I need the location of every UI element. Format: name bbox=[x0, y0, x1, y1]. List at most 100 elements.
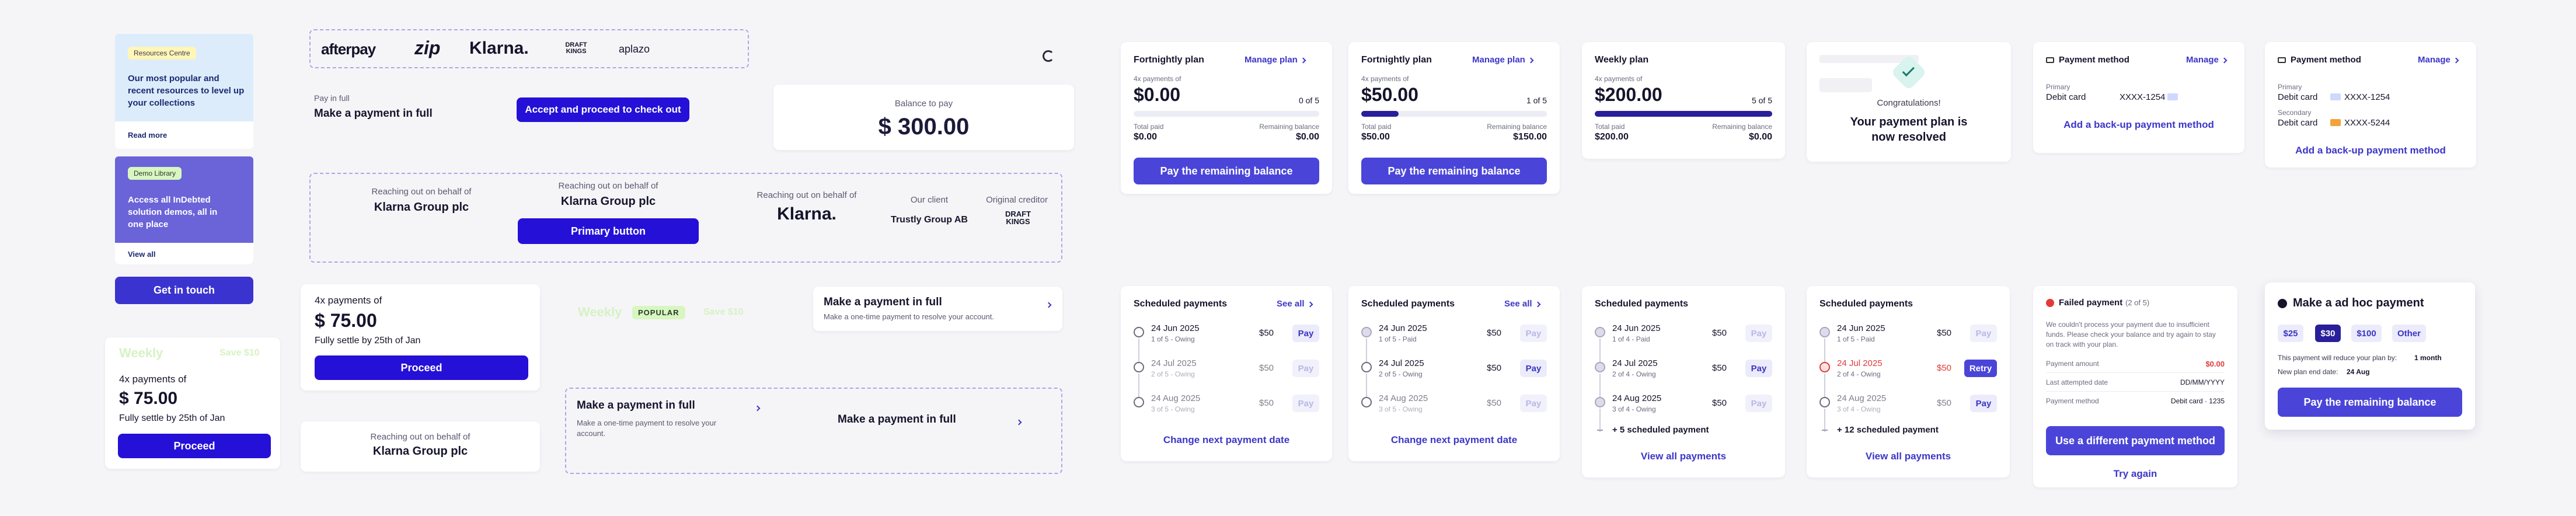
payment-amount: $50 bbox=[1937, 398, 1952, 408]
amount-option-25[interactable]: $25 bbox=[2278, 325, 2303, 342]
pay-button[interactable]: Pay bbox=[1970, 395, 1997, 412]
full-payment-dashed-group: Make a payment in full Make a one-time p… bbox=[565, 388, 1062, 474]
try-again-link[interactable]: Try again bbox=[2113, 468, 2157, 479]
payment-sub: 2 of 5 - Owing bbox=[1379, 370, 1423, 378]
see-all-link[interactable]: See all bbox=[1504, 299, 1540, 309]
failed-count: (2 of 5) bbox=[2125, 298, 2150, 307]
status-circle-icon bbox=[1819, 362, 1830, 372]
manage-link[interactable]: Manage bbox=[2186, 55, 2228, 65]
pay-button[interactable]: Pay bbox=[1520, 325, 1547, 342]
demo-library-card[interactable]: Demo Library Access all InDebted solutio… bbox=[115, 156, 253, 264]
status-circle-icon bbox=[1134, 397, 1144, 407]
pay-remaining-button[interactable]: Pay the remaining balance bbox=[1134, 158, 1319, 184]
plan-amount: $200.00 bbox=[1595, 84, 1662, 105]
remaining-value: $0.00 bbox=[1748, 132, 1772, 142]
pay-button[interactable]: Pay bbox=[1745, 325, 1772, 342]
chevron-right-icon bbox=[1013, 417, 1022, 427]
plan-progress-bar bbox=[1134, 111, 1319, 117]
plan-title: Weekly plan bbox=[1595, 55, 1649, 65]
add-backup-link[interactable]: Add a back-up payment method bbox=[2295, 145, 2446, 156]
payment-date: 24 Jul 2025 bbox=[1379, 358, 1424, 368]
full-c-title[interactable]: Make a payment in full bbox=[838, 413, 956, 426]
amount-option-100[interactable]: $100 bbox=[2351, 325, 2382, 342]
pay-button[interactable]: Retry bbox=[1964, 360, 1997, 377]
demo-view-all-link[interactable]: View all bbox=[128, 250, 156, 259]
failed-title: Failed payment bbox=[2059, 298, 2123, 308]
different-method-button[interactable]: Use a different payment method bbox=[2046, 426, 2225, 455]
resources-read-more-link[interactable]: Read more bbox=[128, 131, 168, 140]
resources-text: Our most popular and recent resources to… bbox=[128, 74, 245, 108]
sched-title: Scheduled payments bbox=[1361, 299, 1455, 309]
payment-date: 24 Aug 2025 bbox=[1379, 393, 1428, 403]
pay-button[interactable]: Pay bbox=[1745, 360, 1772, 377]
pay-button[interactable]: Pay bbox=[1520, 360, 1547, 377]
check-circle-icon bbox=[2278, 299, 2287, 308]
weekly-plan-small-card[interactable]: Weekly Save $10 4x payments of $ 75.00 F… bbox=[105, 337, 280, 469]
card-icon bbox=[2046, 57, 2054, 63]
amount-option-30[interactable]: $30 bbox=[2315, 325, 2341, 342]
resources-card[interactable]: Resources Centre Our most popular and re… bbox=[115, 34, 253, 149]
pay-button[interactable]: Pay bbox=[1292, 325, 1319, 342]
amount-option-other[interactable]: Other bbox=[2392, 325, 2426, 342]
plan-amount: $0.00 bbox=[1134, 84, 1181, 105]
status-circle-icon bbox=[1819, 327, 1830, 337]
payment-amount: $50 bbox=[1712, 328, 1727, 338]
creditor-col4-label: Our client bbox=[910, 195, 949, 205]
weekly-popular-save: Save $10 bbox=[703, 307, 744, 317]
get-in-touch-button[interactable]: Get in touch bbox=[115, 277, 253, 304]
primary-number: XXXX-1254 bbox=[2344, 92, 2390, 102]
payment-sub: 1 of 5 - Owing bbox=[1151, 335, 1195, 343]
adhoc-payment-card: Make a ad hoc payment $25 $30 $100 Other… bbox=[2265, 283, 2475, 430]
manage-link[interactable]: Manage bbox=[2418, 55, 2459, 65]
logo-strip: afterpay zip Klarna. DRAFT KINGS aplazo bbox=[309, 29, 749, 68]
sched-footer-link[interactable]: View all payments bbox=[1640, 451, 1727, 462]
pay-remaining-button[interactable]: Pay the remaining balance bbox=[1361, 158, 1547, 184]
zip-logo: zip bbox=[414, 37, 441, 58]
payment-amount: $50 bbox=[1259, 398, 1274, 408]
balance-label: Balance to pay bbox=[894, 99, 953, 109]
primary-button[interactable]: Primary button bbox=[518, 218, 699, 244]
manage-plan-link[interactable]: Manage plan bbox=[1245, 55, 1306, 65]
pay-button[interactable]: Pay bbox=[1745, 395, 1772, 412]
status-circle-icon bbox=[1595, 362, 1605, 372]
pay-button[interactable]: Pay bbox=[1970, 325, 1997, 342]
payment-date: 24 Jul 2025 bbox=[1151, 358, 1197, 368]
full-a-sub: Make a one-time payment to resolve your … bbox=[824, 312, 994, 321]
pay-button[interactable]: Pay bbox=[1292, 360, 1319, 377]
plan-progress-text: 5 of 5 bbox=[1751, 96, 1772, 105]
payment-sub: 3 of 4 - Owing bbox=[1837, 405, 1881, 413]
paid-label: Total paid bbox=[1134, 123, 1164, 131]
sched-title: Scheduled payments bbox=[1134, 299, 1228, 309]
adhoc-pay-button[interactable]: Pay the remaining balance bbox=[2278, 388, 2462, 417]
scheduled-payments-card-1: Scheduled payments See all 24 Jun 2025 1 of… bbox=[1348, 286, 1560, 461]
pay-button[interactable]: Pay bbox=[1520, 395, 1547, 412]
weekly-settle: Fully settle by 25th of Jan bbox=[119, 413, 225, 423]
card-brand-icon bbox=[2167, 93, 2178, 100]
weekly-label: Weekly bbox=[119, 346, 163, 360]
accept-checkout-button[interactable]: Accept and proceed to check out bbox=[517, 97, 689, 122]
sched-footer-link[interactable]: Change next payment date bbox=[1163, 434, 1290, 445]
full-b-title[interactable]: Make a payment in full bbox=[577, 399, 695, 412]
plan4x-proceed-button[interactable]: Proceed bbox=[315, 355, 528, 380]
status-circle-icon bbox=[1361, 327, 1372, 337]
pay-button[interactable]: Pay bbox=[1292, 395, 1319, 412]
creditor-col5-label: Original creditor bbox=[986, 195, 1048, 205]
reaching-out-card: Reaching out on behalf of Klarna Group p… bbox=[301, 421, 540, 472]
see-all-link[interactable]: See all bbox=[1277, 299, 1313, 309]
weekly-proceed-button[interactable]: Proceed bbox=[118, 434, 271, 458]
weekly-count: 4x payments of bbox=[119, 374, 187, 385]
add-backup-link[interactable]: Add a back-up payment method bbox=[2063, 119, 2214, 130]
payment-amount: $50 bbox=[1259, 328, 1274, 338]
payment-date: 24 Aug 2025 bbox=[1151, 393, 1201, 403]
manage-plan-link[interactable]: Manage plan bbox=[1472, 55, 1534, 65]
sched-footer-link[interactable]: View all payments bbox=[1865, 451, 1951, 462]
sched-footer-link[interactable]: Change next payment date bbox=[1390, 434, 1518, 445]
full-payment-card-a[interactable]: Make a payment in full Make a one-time p… bbox=[813, 287, 1062, 331]
payment-sub: 1 of 5 - Paid bbox=[1379, 335, 1417, 343]
paid-value: $0.00 bbox=[1134, 132, 1158, 142]
more-dot-icon bbox=[1597, 430, 1603, 431]
plan-4x-card[interactable]: 4x payments of $ 75.00 Fully settle by 2… bbox=[301, 284, 540, 391]
creditor-banner: Reaching out on behalf of Klarna Group p… bbox=[309, 173, 1062, 263]
card-brand-icon bbox=[2330, 93, 2341, 100]
plan-count: 4x payments of bbox=[1361, 75, 1409, 83]
